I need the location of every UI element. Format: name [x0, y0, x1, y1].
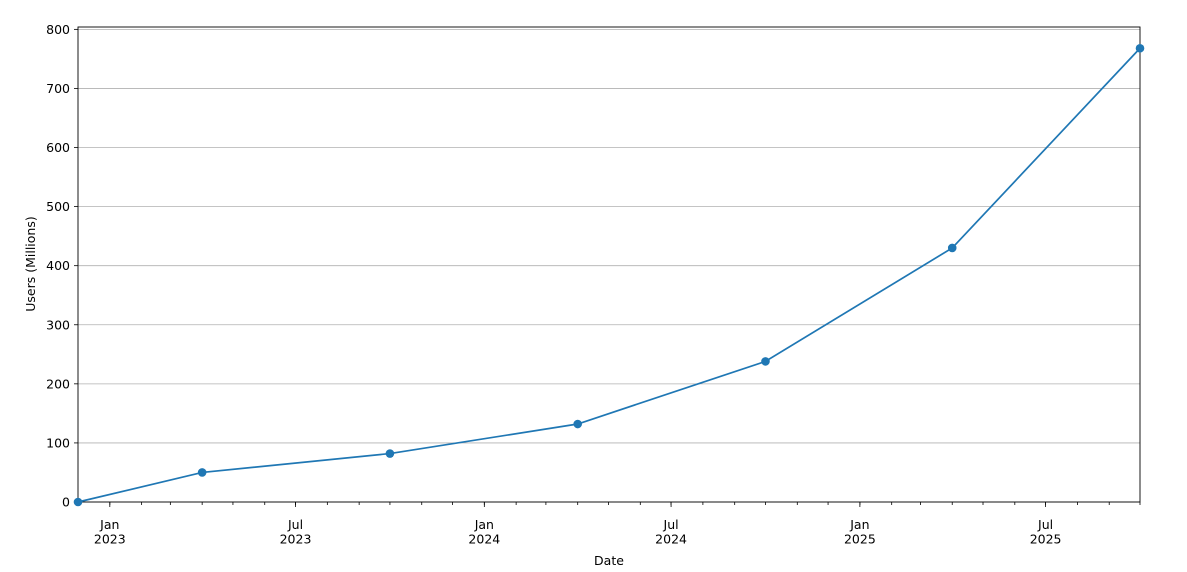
- y-tick-label: 700: [46, 81, 70, 96]
- x-axis-label: Date: [594, 553, 624, 568]
- data-point: [73, 497, 83, 507]
- x-tick-label: Jul 2024: [655, 517, 687, 546]
- x-tick-label: Jul 2023: [280, 517, 312, 546]
- y-tick-label: 200: [46, 376, 70, 391]
- y-tick-label: 500: [46, 199, 70, 214]
- y-tick-label: 0: [62, 495, 70, 510]
- y-tick-label: 400: [46, 258, 70, 273]
- x-tick-label: Jul 2025: [1030, 517, 1062, 546]
- x-tick-label: Jan 2023: [94, 517, 126, 546]
- x-tick-label: Jan 2025: [844, 517, 876, 546]
- data-point: [1135, 43, 1145, 53]
- data-point: [385, 449, 395, 458]
- y-tick-label: 800: [46, 22, 70, 37]
- data-point: [761, 357, 770, 366]
- y-tick-label: 100: [46, 435, 70, 450]
- y-tick-label: 600: [46, 140, 70, 155]
- y-axis-label: Users (Millions): [23, 216, 38, 312]
- data-point: [197, 468, 207, 477]
- data-point: [573, 419, 583, 429]
- y-tick-label: 300: [46, 317, 70, 332]
- plot-frame: [77, 26, 1141, 503]
- data-point: [947, 243, 957, 253]
- x-tick-label: Jan 2024: [468, 517, 500, 546]
- data-line: [77, 47, 1141, 503]
